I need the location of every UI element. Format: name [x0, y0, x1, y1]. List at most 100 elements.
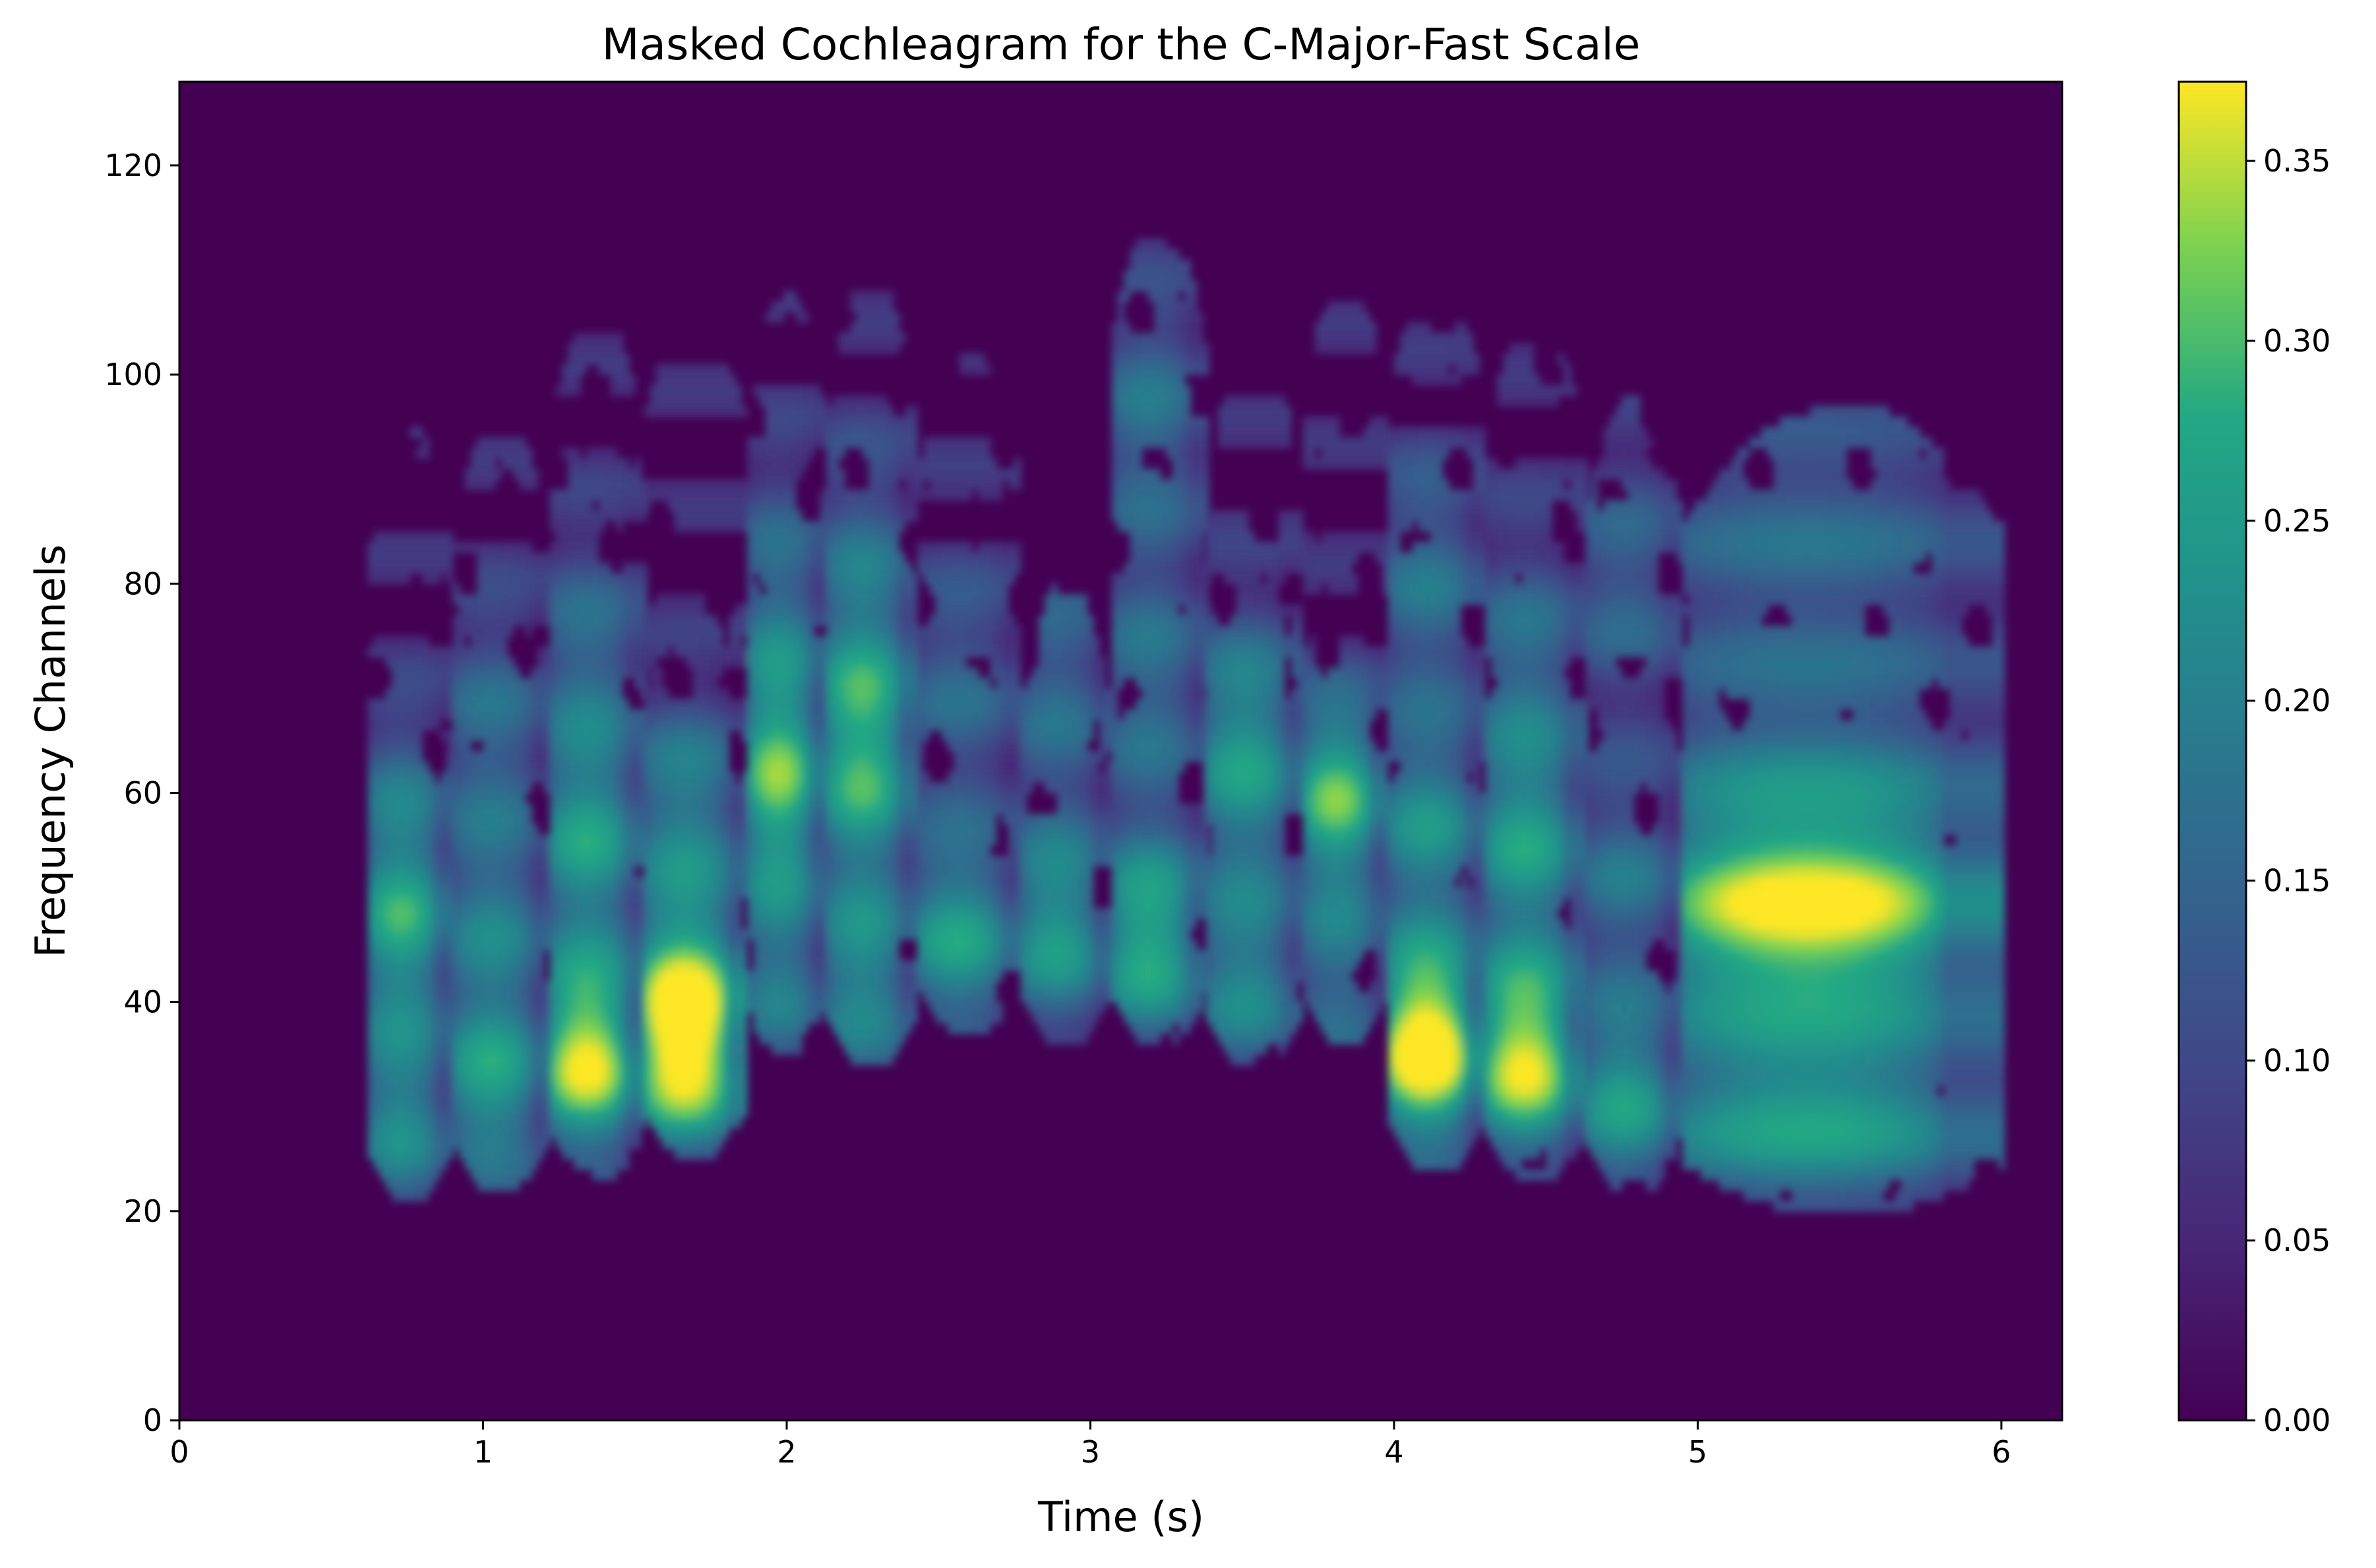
heatmap-cell	[668, 364, 675, 375]
heatmap-cell	[741, 1054, 748, 1066]
heatmap-cell	[434, 855, 441, 867]
heatmap-cell	[422, 1012, 429, 1024]
heatmap-cell	[753, 625, 760, 637]
heatmap-cell	[735, 384, 742, 396]
heatmap-cell	[580, 1075, 587, 1087]
heatmap-cell	[850, 343, 857, 355]
heatmap-cell	[844, 688, 851, 700]
heatmap-cell	[686, 625, 693, 637]
heatmap-cell	[610, 678, 617, 689]
heatmap-cell	[379, 761, 386, 773]
heatmap-cell	[537, 1012, 545, 1024]
heatmap-cell	[610, 740, 617, 752]
heatmap-cell	[729, 384, 736, 396]
heatmap-cell	[771, 636, 778, 648]
heatmap-cell	[392, 1096, 399, 1108]
heatmap-cell	[416, 887, 423, 898]
heatmap-cell	[704, 375, 712, 386]
heatmap-cell	[863, 950, 870, 961]
heatmap-cell	[680, 646, 687, 658]
heatmap-cell	[680, 1137, 687, 1149]
heatmap-cell	[634, 761, 642, 773]
heatmap-cell	[543, 1054, 551, 1066]
heatmap-cell	[562, 531, 569, 543]
heatmap-cell	[386, 845, 393, 857]
heatmap-cell	[519, 751, 526, 762]
heatmap-cell	[543, 918, 551, 930]
heatmap-cell	[680, 834, 687, 846]
heatmap-cell	[680, 1117, 687, 1128]
heatmap-cell	[483, 928, 490, 940]
heatmap-cell	[501, 1085, 508, 1097]
heatmap-cell	[814, 395, 821, 407]
heatmap-cell	[556, 824, 563, 835]
heatmap-cell	[747, 845, 754, 857]
heatmap-cell	[844, 615, 851, 626]
heatmap-cell	[483, 814, 490, 825]
heatmap-cell	[410, 907, 417, 919]
heatmap-cell	[623, 793, 630, 804]
heatmap-cell	[644, 1096, 651, 1108]
heatmap-cell	[789, 971, 797, 982]
heatmap-cell	[428, 657, 435, 668]
heatmap-cell	[686, 500, 693, 512]
heatmap-cell	[367, 1106, 375, 1118]
heatmap-cell	[644, 730, 651, 741]
heatmap-cell	[668, 845, 675, 857]
heatmap-cell	[729, 1033, 736, 1044]
heatmap-cell	[838, 500, 845, 512]
heatmap-cell	[686, 709, 693, 721]
heatmap-cell	[404, 950, 411, 961]
heatmap-cell	[753, 740, 760, 752]
heatmap-cell	[623, 562, 630, 574]
heatmap-cell	[802, 887, 808, 898]
heatmap-cell	[686, 1002, 693, 1013]
heatmap-cell	[586, 950, 593, 961]
heatmap-cell	[471, 594, 478, 605]
heatmap-cell	[623, 1033, 630, 1044]
heatmap-cell	[586, 1064, 593, 1076]
heatmap-cell	[392, 907, 399, 919]
heatmap-cell	[656, 834, 663, 846]
heatmap-cell	[795, 531, 803, 543]
heatmap-cell	[826, 1012, 833, 1024]
heatmap-cell	[656, 1044, 663, 1055]
heatmap-cell	[556, 384, 563, 396]
heatmap-cell	[598, 625, 605, 637]
heatmap-cell	[604, 782, 611, 794]
heatmap-cell	[698, 479, 706, 491]
heatmap-cell	[373, 698, 381, 710]
heatmap-cell	[656, 1096, 663, 1108]
heatmap-cell	[446, 855, 454, 867]
heatmap-cell	[489, 709, 496, 721]
heatmap-cell	[759, 907, 766, 919]
heatmap-cell	[458, 698, 466, 710]
heatmap-cell	[777, 834, 785, 846]
heatmap-cell	[771, 960, 778, 971]
heatmap-cell	[795, 427, 803, 438]
heatmap-cell	[586, 824, 593, 835]
heatmap-cell	[710, 719, 717, 731]
heatmap-cell	[610, 960, 617, 971]
heatmap-cell	[428, 1044, 435, 1055]
heatmap-cell	[586, 1085, 593, 1097]
heatmap-cell	[710, 991, 717, 1003]
heatmap-cell	[680, 615, 687, 626]
heatmap-cell	[537, 855, 545, 867]
heatmap-cell	[628, 1106, 636, 1118]
heatmap-cell	[543, 1127, 551, 1139]
heatmap-cell	[802, 605, 808, 616]
heatmap-cell	[604, 636, 611, 648]
heatmap-cell	[747, 918, 754, 930]
heatmap-cell	[386, 541, 393, 553]
heatmap-cell	[507, 1137, 514, 1149]
heatmap-cell	[656, 1085, 663, 1097]
heatmap-cell	[586, 479, 593, 491]
heatmap-cell	[586, 667, 593, 678]
heatmap-cell	[543, 907, 551, 919]
heatmap-cell	[789, 688, 797, 700]
heatmap-cell	[741, 960, 748, 971]
heatmap-cell	[623, 771, 630, 783]
heatmap-cell	[820, 782, 827, 794]
heatmap-cell	[717, 1002, 724, 1013]
